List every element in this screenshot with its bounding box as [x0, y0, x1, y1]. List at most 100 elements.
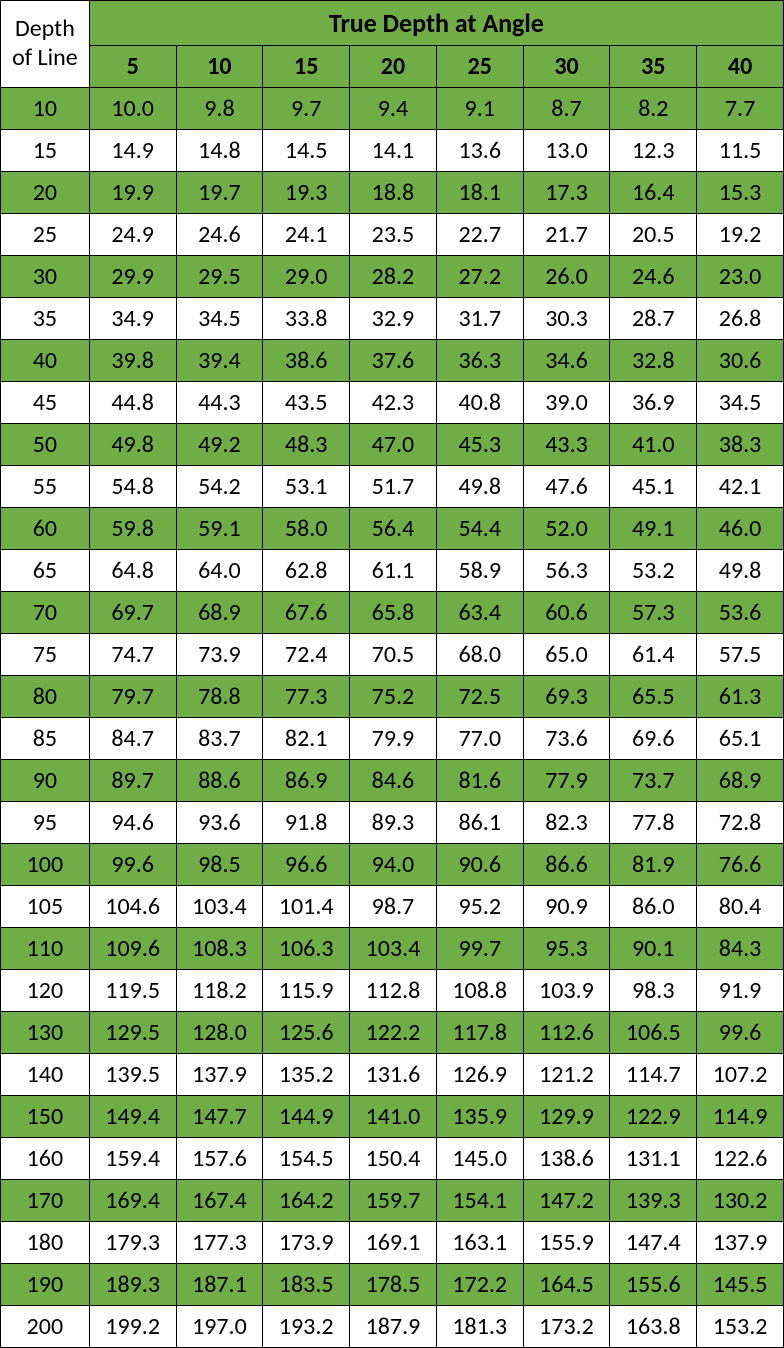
value-cell: 167.4: [176, 1180, 263, 1222]
table-row: 2524.924.624.123.522.721.720.519.2: [1, 214, 784, 256]
value-cell: 21.7: [523, 214, 610, 256]
value-cell: 15.3: [697, 172, 784, 214]
depth-of-line-cell: 30: [1, 256, 90, 298]
value-cell: 67.6: [263, 592, 350, 634]
value-cell: 90.9: [523, 886, 610, 928]
value-cell: 39.0: [523, 382, 610, 424]
value-cell: 57.5: [697, 634, 784, 676]
value-cell: 37.6: [350, 340, 437, 382]
value-cell: 7.7: [697, 88, 784, 130]
value-cell: 38.6: [263, 340, 350, 382]
value-cell: 30.3: [523, 298, 610, 340]
value-cell: 28.2: [350, 256, 437, 298]
depth-of-line-cell: 200: [1, 1306, 90, 1348]
value-cell: 104.6: [89, 886, 176, 928]
depth-of-line-cell: 60: [1, 508, 90, 550]
value-cell: 72.4: [263, 634, 350, 676]
value-cell: 23.0: [697, 256, 784, 298]
value-cell: 91.9: [697, 970, 784, 1012]
value-cell: 90.6: [436, 844, 523, 886]
value-cell: 99.6: [697, 1012, 784, 1054]
angle-col-header: 35: [610, 46, 697, 88]
value-cell: 129.9: [523, 1096, 610, 1138]
value-cell: 72.8: [697, 802, 784, 844]
value-cell: 27.2: [436, 256, 523, 298]
value-cell: 119.5: [89, 970, 176, 1012]
value-cell: 47.6: [523, 466, 610, 508]
value-cell: 9.4: [350, 88, 437, 130]
value-cell: 17.3: [523, 172, 610, 214]
value-cell: 81.9: [610, 844, 697, 886]
value-cell: 80.4: [697, 886, 784, 928]
depth-of-line-cell: 90: [1, 760, 90, 802]
value-cell: 72.5: [436, 676, 523, 718]
table-row: 5554.854.253.151.749.847.645.142.1: [1, 466, 784, 508]
table-row: 10099.698.596.694.090.686.681.976.6: [1, 844, 784, 886]
value-cell: 164.5: [523, 1264, 610, 1306]
table-row: 8584.783.782.179.977.073.669.665.1: [1, 718, 784, 760]
value-cell: 43.3: [523, 424, 610, 466]
value-cell: 103.4: [350, 928, 437, 970]
depth-of-line-cell: 50: [1, 424, 90, 466]
angle-header-row: 510152025303540: [1, 46, 784, 88]
value-cell: 114.7: [610, 1054, 697, 1096]
depth-of-line-cell: 190: [1, 1264, 90, 1306]
depth-of-line-cell: 95: [1, 802, 90, 844]
value-cell: 22.7: [436, 214, 523, 256]
depth-of-line-cell: 120: [1, 970, 90, 1012]
depth-header-line1: Depth: [15, 14, 75, 43]
value-cell: 40.8: [436, 382, 523, 424]
value-cell: 141.0: [350, 1096, 437, 1138]
value-cell: 130.2: [697, 1180, 784, 1222]
value-cell: 9.8: [176, 88, 263, 130]
value-cell: 172.2: [436, 1264, 523, 1306]
value-cell: 56.3: [523, 550, 610, 592]
table-row: 3029.929.529.028.227.226.024.623.0: [1, 256, 784, 298]
value-cell: 8.2: [610, 88, 697, 130]
value-cell: 78.8: [176, 676, 263, 718]
value-cell: 9.7: [263, 88, 350, 130]
value-cell: 144.9: [263, 1096, 350, 1138]
value-cell: 56.4: [350, 508, 437, 550]
value-cell: 32.8: [610, 340, 697, 382]
table-row: 180179.3177.3173.9169.1163.1155.9147.413…: [1, 1222, 784, 1264]
value-cell: 154.1: [436, 1180, 523, 1222]
value-cell: 20.5: [610, 214, 697, 256]
value-cell: 24.6: [610, 256, 697, 298]
value-cell: 95.2: [436, 886, 523, 928]
value-cell: 84.7: [89, 718, 176, 760]
value-cell: 34.5: [176, 298, 263, 340]
depth-of-line-cell: 80: [1, 676, 90, 718]
value-cell: 106.3: [263, 928, 350, 970]
value-cell: 90.1: [610, 928, 697, 970]
value-cell: 99.7: [436, 928, 523, 970]
depth-of-line-cell: 100: [1, 844, 90, 886]
value-cell: 129.5: [89, 1012, 176, 1054]
value-cell: 197.0: [176, 1306, 263, 1348]
value-cell: 82.1: [263, 718, 350, 760]
value-cell: 73.9: [176, 634, 263, 676]
value-cell: 77.0: [436, 718, 523, 760]
value-cell: 177.3: [176, 1222, 263, 1264]
table-row: 8079.778.877.375.272.569.365.561.3: [1, 676, 784, 718]
value-cell: 163.8: [610, 1306, 697, 1348]
value-cell: 49.2: [176, 424, 263, 466]
value-cell: 109.6: [89, 928, 176, 970]
depth-of-line-cell: 70: [1, 592, 90, 634]
value-cell: 73.6: [523, 718, 610, 760]
value-cell: 178.5: [350, 1264, 437, 1306]
value-cell: 93.6: [176, 802, 263, 844]
value-cell: 126.9: [436, 1054, 523, 1096]
value-cell: 26.8: [697, 298, 784, 340]
depth-of-line-cell: 35: [1, 298, 90, 340]
value-cell: 24.9: [89, 214, 176, 256]
value-cell: 103.4: [176, 886, 263, 928]
value-cell: 75.2: [350, 676, 437, 718]
value-cell: 59.1: [176, 508, 263, 550]
value-cell: 112.6: [523, 1012, 610, 1054]
value-cell: 44.8: [89, 382, 176, 424]
value-cell: 19.2: [697, 214, 784, 256]
table-row: 6059.859.158.056.454.452.049.146.0: [1, 508, 784, 550]
value-cell: 122.2: [350, 1012, 437, 1054]
value-cell: 86.0: [610, 886, 697, 928]
